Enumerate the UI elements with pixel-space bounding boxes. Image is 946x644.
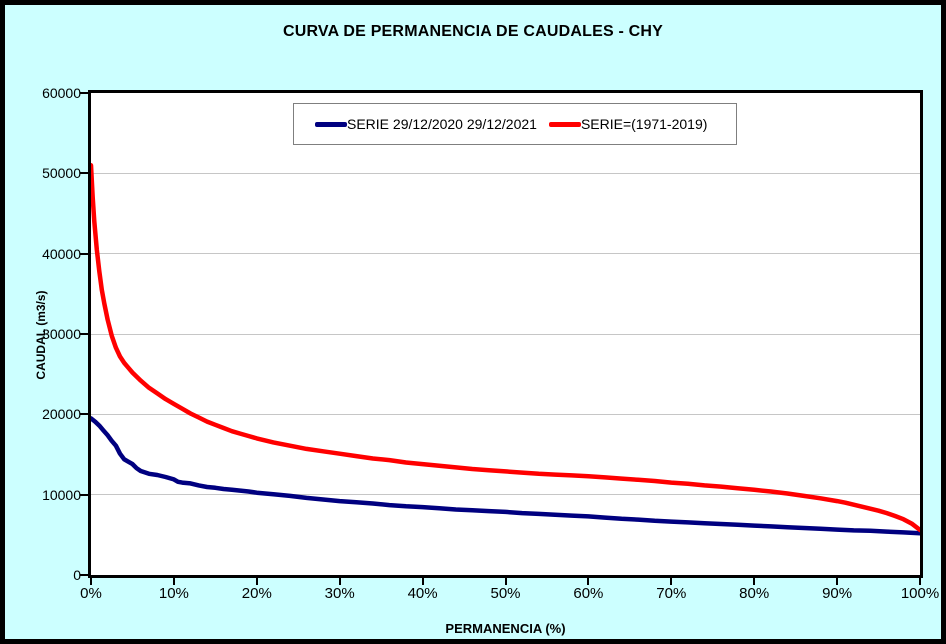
y-axis-tick xyxy=(80,252,88,255)
gridline xyxy=(91,413,920,415)
gridline xyxy=(91,172,920,174)
y-axis-tick-label: 50000 xyxy=(42,165,81,182)
y-axis-tick xyxy=(80,493,88,496)
gridline xyxy=(91,253,920,255)
x-axis-tick xyxy=(90,577,92,585)
x-axis-tick xyxy=(172,577,175,585)
gridline xyxy=(91,333,920,335)
x-axis-tick xyxy=(753,577,756,585)
legend-label: SERIE 29/12/2020 29/12/2021 xyxy=(347,116,537,132)
legend-line-sample-red xyxy=(548,121,581,127)
x-axis-tick xyxy=(836,577,839,585)
x-axis-tick xyxy=(670,577,673,585)
x-axis-tick xyxy=(504,577,507,585)
y-axis-tick-label: 0 xyxy=(73,567,81,583)
x-axis-tick xyxy=(421,577,424,585)
x-axis-tick-label: 0% xyxy=(80,585,102,602)
x-axis-tick-label: 70% xyxy=(656,585,687,602)
x-axis-tick-label: 30% xyxy=(324,585,355,602)
x-axis-tick-label: 60% xyxy=(573,585,604,602)
curves-svg xyxy=(91,163,920,536)
x-axis-tick-label: 20% xyxy=(241,585,272,602)
x-axis-tick-label: 10% xyxy=(158,585,189,602)
y-axis-tick-label: 10000 xyxy=(42,486,81,503)
x-axis-title: PERMANENCIA (%) xyxy=(445,621,566,636)
y-axis-title: CAUDAL (m3/s) xyxy=(34,290,48,380)
y-axis-tick xyxy=(80,92,88,94)
series-line-0 xyxy=(91,416,920,536)
plot-area xyxy=(88,90,923,578)
x-axis-tick-label: 90% xyxy=(822,585,853,602)
x-axis-tick-label: 80% xyxy=(739,585,770,602)
legend-line-sample-navy xyxy=(315,121,347,127)
y-axis-tick xyxy=(80,333,88,335)
legend-entry-2020-2021: SERIE 29/12/2020 29/12/2021 xyxy=(315,116,537,132)
y-axis-tick-label: 40000 xyxy=(42,245,81,262)
y-axis-tick-label: 30000 xyxy=(42,326,81,342)
y-axis-tick xyxy=(80,574,88,576)
x-axis-tick-label: 100% xyxy=(900,585,940,602)
chart-title: CURVA DE PERMANENCIA DE CAUDALES - CHY xyxy=(282,23,664,40)
x-axis-tick xyxy=(255,577,258,585)
legend-box: SERIE 29/12/2020 29/12/2021 SERIE=(1971-… xyxy=(293,103,737,145)
y-axis-tick-label: 20000 xyxy=(42,406,81,423)
gridline xyxy=(91,494,920,496)
series-line-1 xyxy=(91,163,920,533)
y-axis-tick xyxy=(80,413,88,416)
y-axis-tick-label: 60000 xyxy=(42,85,81,101)
x-axis-tick-label: 40% xyxy=(407,585,438,602)
y-axis-tick xyxy=(80,172,88,175)
x-axis-tick xyxy=(338,577,341,585)
x-axis-tick xyxy=(587,577,590,585)
x-axis-tick-label: 50% xyxy=(490,585,521,602)
x-axis-tick xyxy=(919,577,921,585)
legend-label: SERIE=(1971-2019) xyxy=(580,116,708,132)
legend-entry-1971-2019: SERIE=(1971-2019) xyxy=(548,116,708,132)
